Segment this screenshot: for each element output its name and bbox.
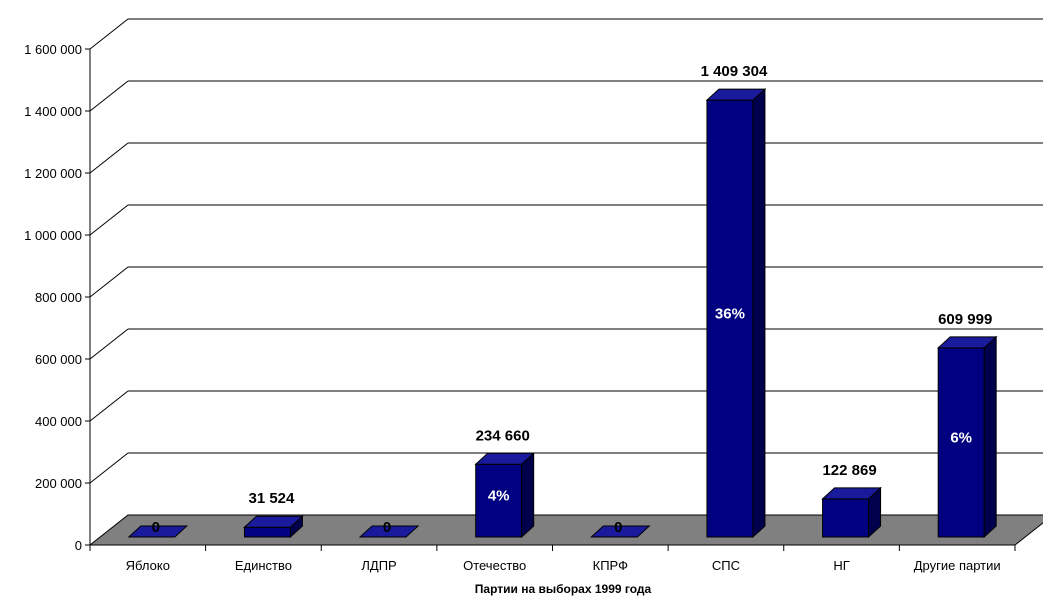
bar [127, 525, 189, 538]
bar [936, 335, 998, 539]
bar-top [705, 88, 767, 101]
bar-side [752, 87, 766, 539]
y-tick-label: 1 400 000 [24, 104, 82, 119]
y-tick-label: 1 200 000 [24, 166, 82, 181]
gridline-diagonal [89, 142, 129, 174]
x-category-label: НГ [833, 558, 849, 573]
x-category-label: ЛДПР [361, 558, 396, 573]
x-axis-categories: Яблоко Единство ЛДПР Отечество КПРФ СПС НГ Друг… [89, 545, 1016, 573]
bars [127, 87, 998, 539]
bar-side [521, 452, 535, 539]
x-axis-title: Партии на выборах 1999 года [475, 582, 652, 596]
gridline-diagonal [89, 390, 129, 422]
bar-top [127, 525, 189, 538]
bar-front [475, 463, 523, 538]
bar [243, 515, 304, 539]
bar-side [983, 335, 997, 539]
x-category-label: КПРФ [593, 558, 628, 573]
x-category-label: СПС [712, 558, 740, 573]
data-label: 0 [383, 519, 391, 536]
y-tick-label: 400 000 [35, 414, 82, 429]
bar-front [822, 498, 870, 538]
gridline-diagonal [89, 328, 129, 360]
percent-label: 4% [488, 488, 510, 505]
chart-floor [88, 514, 1043, 546]
data-label: 0 [152, 519, 160, 536]
bar-top [821, 487, 882, 500]
y-tick-label: 600 000 [35, 352, 82, 367]
y-axis-ticks: 0 200 000 400 000 600 000 800 000 1 000 000 1 … [24, 42, 90, 553]
bar-top [936, 336, 998, 349]
bar [705, 87, 767, 539]
gridline-diagonal [89, 204, 129, 236]
data-label: 122 869 [822, 462, 876, 479]
bar-top [358, 525, 420, 538]
data-label: 1 409 304 [701, 63, 768, 80]
data-label: 31 524 [248, 490, 295, 507]
bar-top [243, 515, 304, 528]
data-label: 234 660 [476, 427, 530, 444]
bar [821, 486, 882, 539]
gridline-diagonal [89, 18, 129, 50]
bar-front [243, 526, 291, 538]
bar [358, 525, 420, 538]
y-tick-label: 800 000 [35, 290, 82, 305]
bar-front [937, 347, 985, 538]
data-labels: 0 31 524 0 234 660 4% 0 1 409 304 36% 122 869 609… [152, 63, 993, 536]
x-category-label: Единство [235, 558, 292, 573]
gridline-diagonal [89, 452, 129, 484]
bar-top [590, 525, 651, 538]
y-tick-label: 1 600 000 [24, 42, 82, 57]
data-label: 0 [614, 519, 622, 536]
gridlines [89, 18, 1043, 484]
y-tick-label: 1 000 000 [24, 228, 82, 243]
floor-plane [88, 514, 1043, 546]
bar [474, 452, 535, 539]
gridline-diagonal [89, 80, 129, 112]
bar-top [474, 452, 535, 465]
x-category-label: Яблоко [126, 558, 170, 573]
bar [590, 525, 651, 538]
data-label: 609 999 [938, 311, 992, 328]
x-category-label: Отечество [463, 558, 526, 573]
percent-label: 6% [950, 429, 972, 446]
y-tick-label: 200 000 [35, 476, 82, 491]
x-category-label: Другие партии [914, 558, 1001, 573]
percent-label: 36% [715, 306, 745, 323]
y-tick-label: 0 [75, 538, 82, 553]
gridline-diagonal [89, 266, 129, 298]
